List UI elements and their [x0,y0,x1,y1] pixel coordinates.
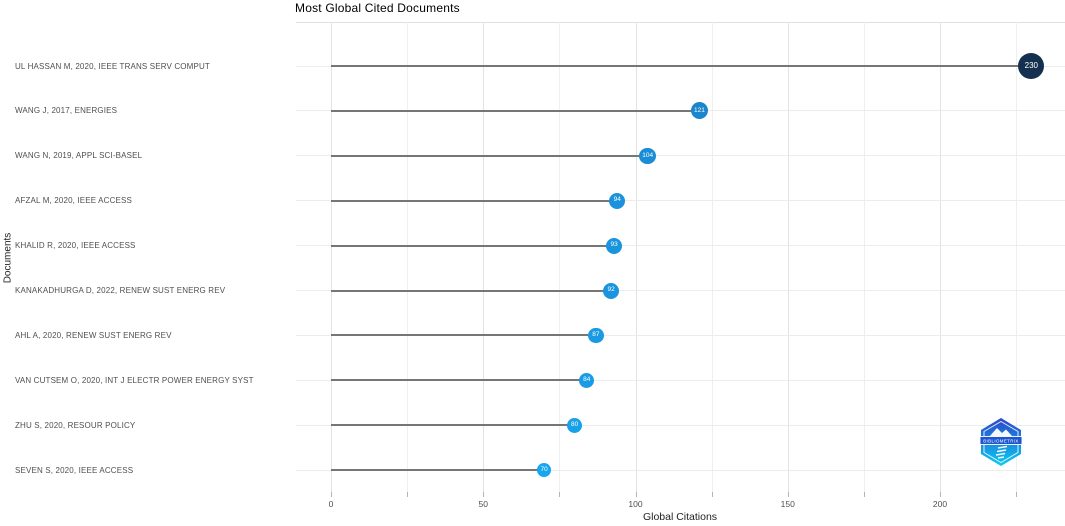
x-tick-mark-75 [559,492,561,497]
x-tick-label-100: 100 [628,499,643,509]
lollipop-stem [331,154,648,157]
row-gridline [296,469,1065,471]
data-point-80[interactable]: 80 [567,417,583,433]
document-label: AFZAL M, 2020, IEEE ACCESS [15,196,132,206]
minor-gridline-x-125 [711,22,713,492]
document-label: VAN CUTSEM O, 2020, INT J ELECTR POWER E… [15,375,254,385]
document-label: KHALID R, 2020, IEEE ACCESS [15,241,136,251]
row-gridline [296,290,1065,291]
x-tick-mark-150 [787,492,789,497]
data-point-94[interactable]: 94 [609,192,626,209]
lollipop-stem [331,334,596,337]
document-label: UL HASSAN M, 2020, IEEE TRANS SERV COMPU… [15,61,210,71]
panel-top-gridline [296,22,1065,23]
lollipop-stem [331,109,700,112]
x-tick-mark-125 [711,492,713,497]
x-tick-label-0: 0 [328,499,334,509]
x-tick-mark-25 [407,492,409,497]
data-point-121[interactable]: 121 [690,102,708,120]
major-gridline-x-100 [635,22,637,492]
major-gridline-x-0 [331,22,332,492]
document-label: ZHU S, 2020, RESOUR POLICY [15,420,136,430]
minor-gridline-x-225 [1016,22,1018,492]
x-tick-label-50: 50 [478,499,488,509]
minor-gridline-x-75 [559,22,561,492]
row-gridline [296,155,1065,157]
bibliometrix-logo: BIBLIOMETRIX [979,418,1023,466]
logo-banner [979,436,1023,445]
x-axis-title: Global Citations [642,511,718,523]
lollipop-stem [331,244,615,247]
document-label: WANG J, 2017, ENERGIES [15,106,118,116]
data-point-87[interactable]: 87 [588,327,604,344]
lollipop-stem [331,289,612,292]
x-tick-label-150: 150 [780,499,795,509]
lollipop-stem [331,379,587,382]
document-label: AHL A, 2020, RENEW SUST ENERG REV [15,330,172,340]
x-tick-mark-50 [483,492,485,497]
major-gridline-x-50 [483,22,485,492]
row-gridline [296,245,1065,247]
data-point-230[interactable]: 230 [1018,53,1045,79]
data-point-84[interactable]: 84 [579,372,595,388]
x-tick-mark-175 [863,492,865,497]
row-gridline [296,379,1065,381]
minor-gridline-x-25 [407,22,409,492]
lollipop-stem [331,199,618,202]
logo-text: BIBLIOMETRIX [983,438,1019,443]
document-label: KANAKADHURGA D, 2022, RENEW SUST ENERG R… [15,286,226,295]
data-point-92[interactable]: 92 [603,282,620,299]
data-point-93[interactable]: 93 [606,237,623,254]
lollipop-stem [331,65,1032,67]
x-tick-label-200: 200 [932,499,948,509]
x-tick-mark-100 [635,492,637,497]
logo-mountains [989,428,1013,437]
row-gridline [296,200,1065,202]
x-tick-mark-200 [940,492,941,497]
y-axis-title: Documents [2,232,14,284]
document-label: WANG N, 2019, APPL SCI-BASEL [15,151,143,161]
lollipop-stem [331,469,545,472]
chart-title: Most Global Cited Documents [295,1,460,15]
major-gridline-x-150 [787,22,789,492]
row-gridline [296,424,1065,426]
minor-gridline-x-175 [863,22,865,492]
lollipop-stem [331,424,575,427]
data-point-70[interactable]: 70 [536,462,552,478]
row-gridline [296,334,1065,336]
major-gridline-x-200 [940,22,941,492]
document-label: SEVEN S, 2020, IEEE ACCESS [15,465,134,475]
x-tick-mark-0 [331,492,332,497]
logo-stairs [995,445,1008,459]
data-point-104[interactable]: 104 [639,147,656,165]
x-tick-mark-225 [1016,492,1018,497]
